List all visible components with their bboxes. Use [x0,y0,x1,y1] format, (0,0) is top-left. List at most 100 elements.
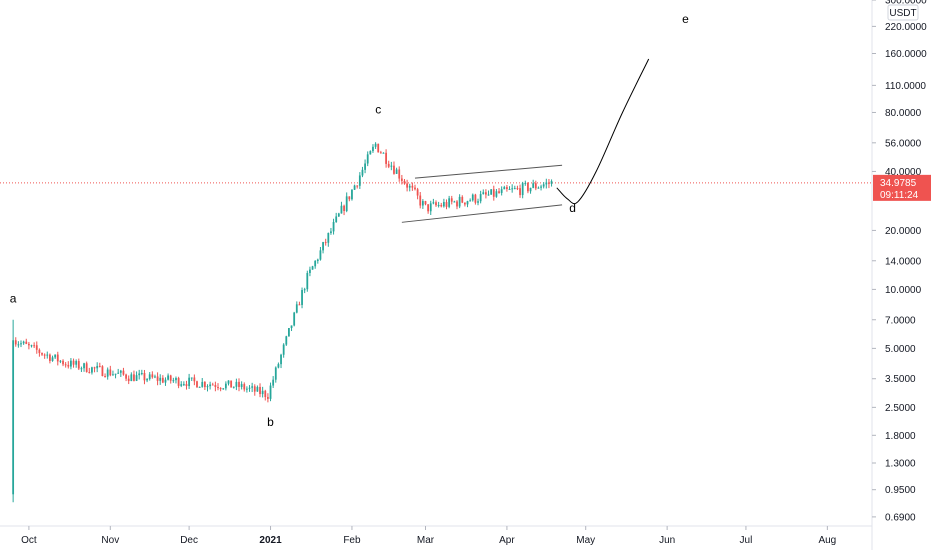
candle-body [130,374,133,382]
wave-label-c[interactable]: c [375,102,381,116]
x-tick-label-4: Feb [343,535,361,546]
time-axis-ticks: Oct Nov Dec 2021 Feb Mar Apr May Jun Jul Aug [21,526,836,546]
candle-body [146,379,148,381]
price-axis-ticks: 300.0000 220.0000 160.0000 110.0000 80.0000 5… [872,0,927,523]
candle-body [442,202,445,207]
y-tick-label-8: 14.0000 [885,256,922,267]
candle-body [264,390,267,398]
candle-body [54,354,57,358]
candle-body [203,381,206,388]
candle-body [343,205,345,212]
candle-body [524,183,527,185]
candle-body [243,384,246,390]
channel-upper-line[interactable] [414,164,563,179]
candle-body [272,379,275,386]
candle-body [445,202,448,207]
candle-body [456,201,458,207]
candle-body [267,397,269,399]
candle-body [330,231,332,233]
candle-body [104,376,106,378]
candle-body [374,143,377,147]
candle-body [22,341,25,344]
candle-body [125,374,127,379]
candle-body [80,368,83,370]
candle-body [377,143,380,153]
candle-body [83,363,85,369]
y-tick-label-1: 220.0000 [885,22,927,33]
candle-body [513,188,516,190]
candle-body [316,259,319,261]
candle-body [414,187,416,190]
x-tick-label-1: Nov [101,535,119,546]
candle-body [180,384,183,386]
candle-body [285,336,288,345]
candle-body [424,201,427,205]
currency-badge[interactable]: USDT [887,4,919,21]
candle-body [77,361,80,369]
candle-body [62,360,64,365]
candle-body [161,377,164,383]
candle-body [127,378,130,382]
candle-body [419,195,422,206]
candle-body [27,343,30,346]
candle-body [193,377,196,382]
candle-body [534,183,537,189]
candle-body [122,370,125,375]
x-tick-label-8: Jun [659,535,675,546]
candle-body [85,363,88,373]
candle-body [395,169,398,174]
candle-body [498,191,500,193]
candle-body [437,205,440,207]
candle-body [508,189,511,191]
candle-body [427,204,430,212]
candle-body [548,182,550,184]
wave-label-d[interactable]: d [569,201,576,215]
y-tick-label-12: 3.5000 [885,374,916,385]
candle-body [240,384,243,388]
candle-body [335,216,338,223]
projection-curve[interactable] [556,58,650,205]
y-tick-label-10: 7.0000 [885,315,916,326]
candle-body [106,369,109,377]
candle-body [12,340,15,495]
candle-body [177,378,180,386]
candle-body [151,374,154,378]
candle-body [88,372,91,374]
candle-body [182,384,185,386]
candle-body [406,183,409,188]
wave-label-a[interactable]: a [10,291,17,305]
candle-body [379,152,382,154]
candle-body [211,384,214,386]
candle-body [448,198,451,207]
candle-body [450,198,453,202]
candle-body [324,242,327,244]
candle-body [398,169,401,179]
candle-body [500,189,503,193]
candle-body [148,374,151,380]
candle-body [469,200,472,202]
wave-label-b[interactable]: b [267,415,274,429]
candle-body [209,384,212,387]
candle-body [117,372,120,374]
wave-label-e[interactable]: e [682,12,689,26]
candle-body [227,380,230,384]
candle-body [101,366,104,377]
candle-body [190,377,193,379]
y-tick-label-6: 40.0000 [885,167,922,178]
candle-body [322,242,324,251]
last-price-value: 34.9785 [880,178,917,189]
candle-body [319,250,322,260]
candle-body [133,374,135,381]
candle-body [345,196,348,212]
candle-body [293,312,296,326]
candle-body [96,365,99,369]
candle-body [311,266,314,270]
candle-body [295,304,298,313]
candle-body [156,376,159,381]
y-tick-label-14: 1.8000 [885,431,916,442]
candle-body [185,384,188,387]
candle-body [14,340,17,345]
candle-body [490,189,493,195]
channel-lower-line[interactable] [401,204,563,223]
